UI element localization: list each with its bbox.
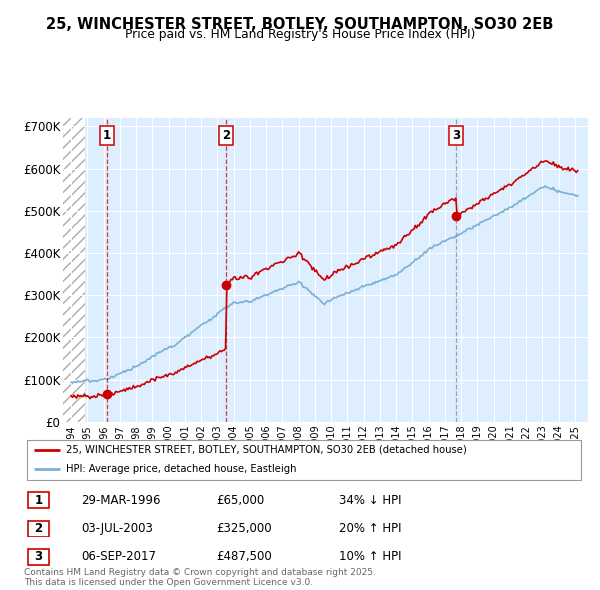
Text: Contains HM Land Registry data © Crown copyright and database right 2025.
This d: Contains HM Land Registry data © Crown c… — [24, 568, 376, 587]
Bar — [63, 118, 85, 422]
Text: 34% ↓ HPI: 34% ↓ HPI — [339, 494, 401, 507]
Text: 25, WINCHESTER STREET, BOTLEY, SOUTHAMPTON, SO30 2EB (detached house): 25, WINCHESTER STREET, BOTLEY, SOUTHAMPT… — [66, 445, 467, 455]
FancyBboxPatch shape — [28, 492, 49, 508]
Text: 1: 1 — [103, 129, 111, 142]
Text: 03-JUL-2003: 03-JUL-2003 — [81, 522, 153, 535]
Text: 3: 3 — [452, 129, 461, 142]
FancyBboxPatch shape — [27, 440, 581, 480]
Text: 06-SEP-2017: 06-SEP-2017 — [81, 550, 156, 563]
Text: HPI: Average price, detached house, Eastleigh: HPI: Average price, detached house, East… — [66, 464, 296, 474]
Text: 2: 2 — [34, 522, 43, 535]
Text: £65,000: £65,000 — [216, 494, 264, 507]
Text: 1: 1 — [34, 494, 43, 507]
Text: £325,000: £325,000 — [216, 522, 272, 535]
FancyBboxPatch shape — [28, 549, 49, 565]
Text: 10% ↑ HPI: 10% ↑ HPI — [339, 550, 401, 563]
Text: £487,500: £487,500 — [216, 550, 272, 563]
Text: 3: 3 — [34, 550, 43, 563]
Text: 20% ↑ HPI: 20% ↑ HPI — [339, 522, 401, 535]
Text: 25, WINCHESTER STREET, BOTLEY, SOUTHAMPTON, SO30 2EB: 25, WINCHESTER STREET, BOTLEY, SOUTHAMPT… — [46, 17, 554, 31]
Text: 29-MAR-1996: 29-MAR-1996 — [81, 494, 161, 507]
Text: 2: 2 — [222, 129, 230, 142]
FancyBboxPatch shape — [28, 521, 49, 537]
Text: Price paid vs. HM Land Registry's House Price Index (HPI): Price paid vs. HM Land Registry's House … — [125, 28, 475, 41]
